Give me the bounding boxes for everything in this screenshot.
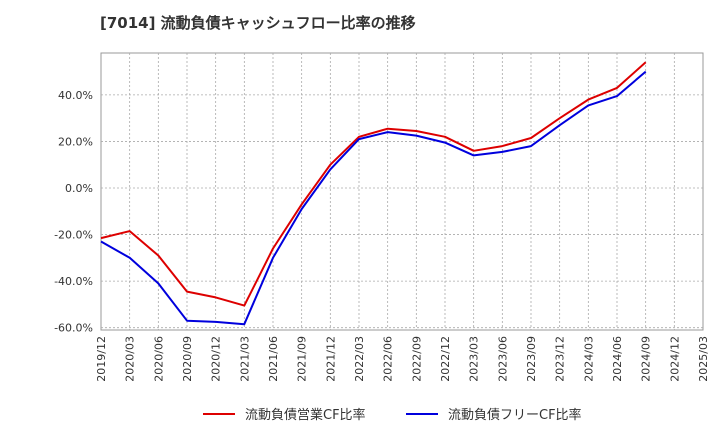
x-tick-label: 2025/03 (697, 336, 710, 382)
x-tick-label: 2023/06 (496, 336, 509, 382)
x-tick-label: 2023/03 (468, 336, 481, 382)
y-tick-label: 40.0% (58, 89, 93, 102)
x-tick-label: 2021/03 (238, 336, 251, 382)
grid-layer (100, 52, 704, 331)
series-line-1 (100, 61, 647, 307)
x-tick-label: 2024/06 (611, 336, 624, 382)
x-tick-label: 2023/09 (525, 336, 538, 382)
x-tick-label: 2020/03 (124, 336, 137, 382)
x-tick-label: 2020/06 (152, 336, 165, 382)
x-tick-label: 2022/06 (382, 336, 395, 382)
axis-layer: 40.0% 20.0% 0.0% -20.0% -40.0% -60.0%2019/12 2… (54, 89, 710, 382)
x-tick-label: 2022/03 (353, 336, 366, 382)
x-tick-label: 2024/09 (640, 336, 653, 382)
legend-label-1: 流動負債営業CF比率 (245, 407, 366, 423)
plot-frame (100, 52, 704, 331)
series-layer (100, 61, 647, 326)
x-tick-label: 2019/12 (95, 336, 108, 382)
x-tick-label: 2020/09 (181, 336, 194, 382)
x-tick-label: 2021/09 (296, 336, 309, 382)
x-tick-label: 2024/12 (668, 336, 681, 382)
x-tick-label: 2023/12 (554, 336, 567, 382)
legend-label-2: 流動負債フリーCF比率 (448, 407, 582, 423)
series-line-2 (100, 70, 647, 326)
chart-title: [7014] 流動負債キャッシュフロー比率の推移 (100, 14, 416, 32)
x-tick-label: 2021/06 (267, 336, 280, 382)
x-tick-label: 2022/12 (439, 336, 452, 382)
y-tick-label: -60.0% (54, 322, 93, 335)
x-tick-label: 2021/12 (324, 336, 337, 382)
y-tick-label: -40.0% (54, 275, 93, 288)
x-tick-label: 2022/09 (410, 336, 423, 382)
y-tick-label: -20.0% (54, 229, 93, 242)
x-tick-label: 2024/03 (582, 336, 595, 382)
y-tick-label: 0.0% (65, 182, 93, 195)
legend-layer: 流動負債営業CF比率 流動負債フリーCF比率 (203, 407, 582, 423)
x-tick-label: 2020/12 (210, 336, 223, 382)
y-tick-label: 20.0% (58, 135, 93, 148)
